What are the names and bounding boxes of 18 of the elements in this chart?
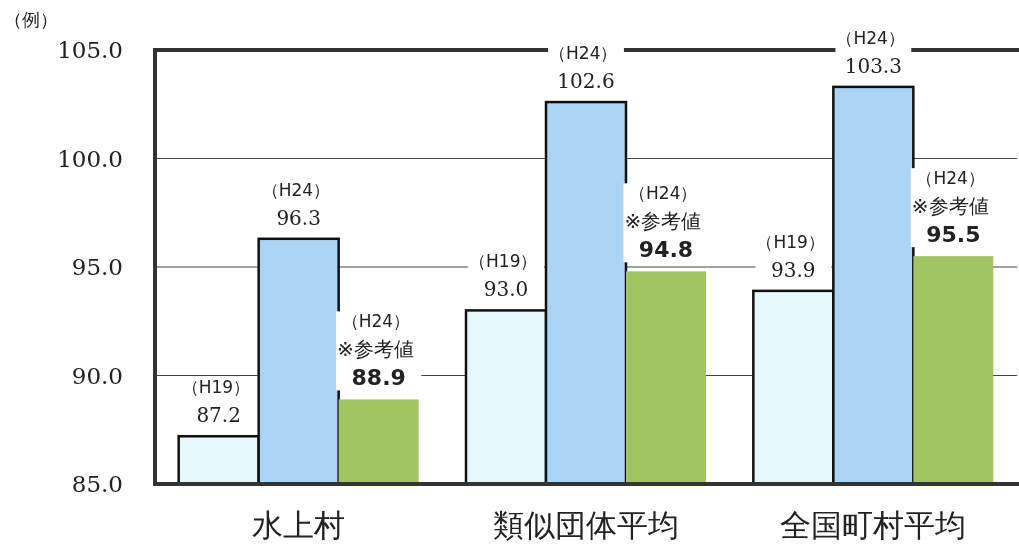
data-label: （H24） ※参考値 88.9 — [337, 311, 421, 391]
data-label: （H19） 93.9 — [756, 231, 831, 282]
x-tick-label: 水上村 — [252, 507, 346, 543]
x-tick-label: 全国町村平均 — [780, 507, 967, 543]
data-label: （H19） 87.2 — [181, 377, 256, 428]
y-tick-label: 105.0 — [57, 37, 123, 63]
data-label: （H24） ※参考値 95.5 — [911, 168, 995, 248]
y-tick-label: 85.0 — [71, 471, 123, 497]
y-tick-label: 95.0 — [71, 254, 123, 280]
y-tick-label: 100.0 — [57, 145, 123, 172]
data-label: （H24） 96.3 — [261, 179, 336, 230]
data-label: （H24） ※参考値 94.8 — [624, 183, 708, 263]
data-label: （H19） 93.0 — [469, 251, 543, 302]
data-label: （H24） 103.3 — [836, 27, 911, 78]
data-label: （H24） 102.6 — [549, 43, 623, 94]
x-tick-label: 類似団体平均 — [493, 507, 679, 543]
y-tick-label: 90.0 — [71, 362, 123, 389]
y-axis-title: （例） — [4, 9, 58, 30]
